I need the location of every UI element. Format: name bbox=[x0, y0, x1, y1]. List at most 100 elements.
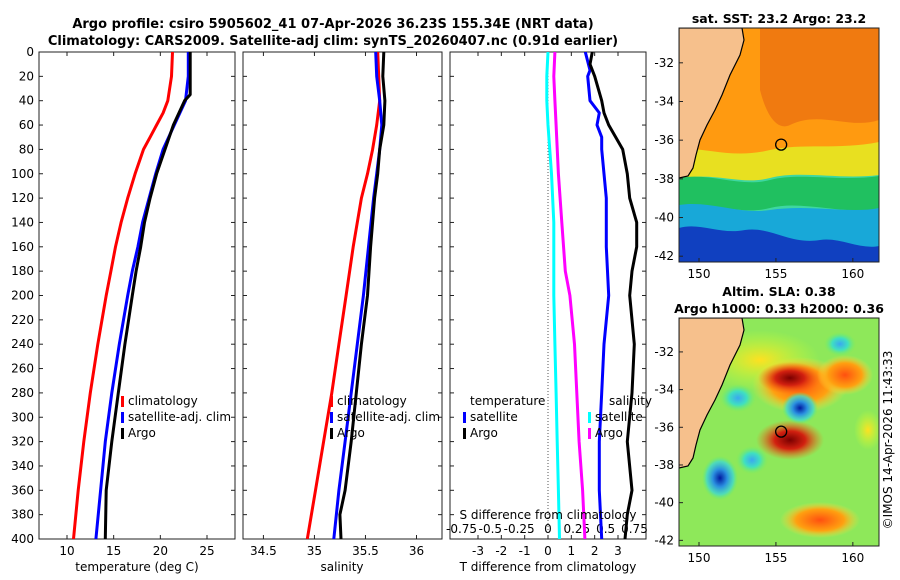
sla-cold-eddy-southwest bbox=[702, 456, 738, 500]
legend-title-salinity: salinity bbox=[609, 394, 652, 408]
x-tick-label: 0 bbox=[544, 544, 552, 558]
x-tick-label: 36 bbox=[409, 544, 424, 558]
legend-swatch-t-argo bbox=[463, 428, 466, 439]
sla-cold-eddy-center bbox=[782, 392, 818, 424]
land-australia bbox=[679, 28, 745, 179]
lat-tick-label: -40 bbox=[654, 211, 674, 225]
legend-swatch-s-satellite bbox=[588, 412, 591, 423]
temperature-axis-label: temperature (deg C) bbox=[75, 560, 198, 574]
lat-tick-label: -42 bbox=[654, 249, 674, 263]
s-diff-tick-label: -0.5 bbox=[479, 522, 502, 536]
x-tick-label: 34.5 bbox=[250, 544, 277, 558]
depth-tick-label: 280 bbox=[11, 386, 34, 400]
lon-tick-label: 150 bbox=[688, 551, 711, 565]
salinity-legend: climatology satellite-adj. clim Argo bbox=[330, 394, 440, 440]
x-tick-label: -2 bbox=[495, 544, 507, 558]
temperature-axis-ticks: 10 15 20 25 bbox=[59, 52, 215, 558]
s-difference-axis-ticks: -0.75 -0.5 -0.25 0 0.25 0.5 0.75 bbox=[446, 522, 648, 536]
legend-label-s-argo: Argo bbox=[595, 426, 623, 440]
difference-panel: -3 -2 -1 0 1 2 3 -0.75 -0.5 -0.25 0 0.25 0.5 0.75 te… bbox=[446, 51, 652, 574]
sst-front-green bbox=[679, 176, 879, 211]
x-tick-label: 35.5 bbox=[352, 544, 379, 558]
copyright-timestamp: ©IMOS 14-Apr-2026 11:43:33 bbox=[881, 351, 895, 530]
legend-label-argo: Argo bbox=[337, 426, 365, 440]
sla-warm-eddy-north bbox=[758, 362, 822, 394]
land-australia bbox=[679, 318, 745, 469]
depth-tick-label: 0 bbox=[26, 45, 34, 59]
depth-tick-label: 300 bbox=[11, 410, 34, 424]
s-diff-tick-label: 0.5 bbox=[596, 522, 615, 536]
sla-field bbox=[679, 318, 879, 546]
depth-tick-label: 40 bbox=[19, 94, 34, 108]
sst-map-axes bbox=[678, 27, 880, 263]
temperature-axes bbox=[38, 51, 236, 540]
title-line-2: Climatology: CARS2009. Satellite-adj cli… bbox=[48, 34, 618, 49]
depth-tick-label: 140 bbox=[11, 215, 34, 229]
sla-map-panel: Altim. SLA: 0.38 Argo h1000: 0.33 h2000:… bbox=[654, 284, 884, 565]
salinity-axis-ticks: 34.5 35 35.5 36 bbox=[250, 52, 424, 558]
x-tick-label: -1 bbox=[519, 544, 531, 558]
depth-tick-label: 360 bbox=[11, 483, 34, 497]
legend-swatch-satellite bbox=[330, 412, 333, 423]
depth-tick-label: 400 bbox=[11, 532, 34, 546]
sla-warm-eddy-east bbox=[817, 355, 873, 395]
legend-label-climatology: climatology bbox=[337, 394, 407, 408]
legend-label-argo: Argo bbox=[128, 426, 156, 440]
depth-tick-label: 60 bbox=[19, 118, 34, 132]
t-difference-axis-label: T difference from climatology bbox=[459, 560, 637, 574]
lon-tick-label: 150 bbox=[688, 267, 711, 281]
x-tick-label: 10 bbox=[59, 544, 74, 558]
x-tick-label: -3 bbox=[472, 544, 484, 558]
depth-tick-label: 260 bbox=[11, 362, 34, 376]
x-tick-label: 1 bbox=[568, 544, 576, 558]
lat-tick-label: -32 bbox=[654, 56, 674, 70]
difference-legend: temperature satellite Argo salinity sate… bbox=[463, 394, 652, 440]
sst-map-ticks: 150 155 160 -32 -34 -36 -38 -40 -42 bbox=[654, 56, 864, 281]
lat-tick-label: -38 bbox=[654, 458, 674, 472]
salinity-line-satellite-adj-clim bbox=[332, 52, 384, 539]
sst-warmest-zone bbox=[760, 28, 879, 127]
x-tick-label: 20 bbox=[153, 544, 168, 558]
t-difference-axis-ticks: -3 -2 -1 0 1 2 3 bbox=[472, 52, 622, 558]
legend-label-t-argo: Argo bbox=[470, 426, 498, 440]
sla-cold-eddy-northeast bbox=[824, 332, 856, 356]
s-diff-tick-label: -0.25 bbox=[504, 522, 535, 536]
depth-tick-label: 120 bbox=[11, 191, 34, 205]
sla-map-ticks: 150 155 160 -32 -34 -36 -38 -40 -42 bbox=[654, 345, 864, 565]
temperature-line-argo bbox=[103, 52, 192, 539]
lat-tick-label: -40 bbox=[654, 496, 674, 510]
legend-swatch-argo bbox=[121, 428, 124, 439]
x-tick-label: 15 bbox=[106, 544, 121, 558]
lat-tick-label: -42 bbox=[654, 533, 674, 547]
depth-tick-label: 100 bbox=[11, 167, 34, 181]
lat-tick-label: -38 bbox=[654, 172, 674, 186]
sst-field bbox=[679, 28, 879, 262]
lon-tick-label: 160 bbox=[841, 551, 864, 565]
sst-map-title: sat. SST: 23.2 Argo: 23.2 bbox=[692, 11, 866, 26]
lat-tick-label: -32 bbox=[654, 345, 674, 359]
legend-swatch-argo bbox=[330, 428, 333, 439]
salinity-line-argo bbox=[338, 52, 387, 539]
difference-lines bbox=[545, 52, 639, 539]
depth-tick-label: 160 bbox=[11, 240, 34, 254]
sla-yellow-east bbox=[854, 410, 879, 450]
depth-tick-label: 240 bbox=[11, 337, 34, 351]
legend-swatch-climatology bbox=[121, 396, 124, 407]
lat-tick-label: -34 bbox=[654, 383, 674, 397]
legend-label-climatology: climatology bbox=[128, 394, 198, 408]
lat-tick-label: -36 bbox=[654, 133, 674, 147]
salinity-lines bbox=[305, 52, 387, 539]
sla-warm-south bbox=[780, 502, 860, 538]
s-diff-tick-label: 0.25 bbox=[563, 522, 590, 536]
s-diff-tick-label: 0.75 bbox=[621, 522, 648, 536]
depth-tick-label: 200 bbox=[11, 289, 34, 303]
legend-swatch-s-argo bbox=[588, 428, 591, 439]
argo-position-marker bbox=[775, 138, 788, 151]
title-line-1: Argo profile: csiro 5905602_41 07-Apr-20… bbox=[72, 17, 593, 32]
s-diff-argo-line bbox=[552, 52, 587, 539]
sla-map-title: Altim. SLA: 0.38 bbox=[722, 284, 835, 299]
sst-coldest-zone bbox=[679, 226, 879, 262]
lat-tick-label: -34 bbox=[654, 94, 674, 108]
legend-label-s-satellite: satellite bbox=[595, 410, 643, 424]
